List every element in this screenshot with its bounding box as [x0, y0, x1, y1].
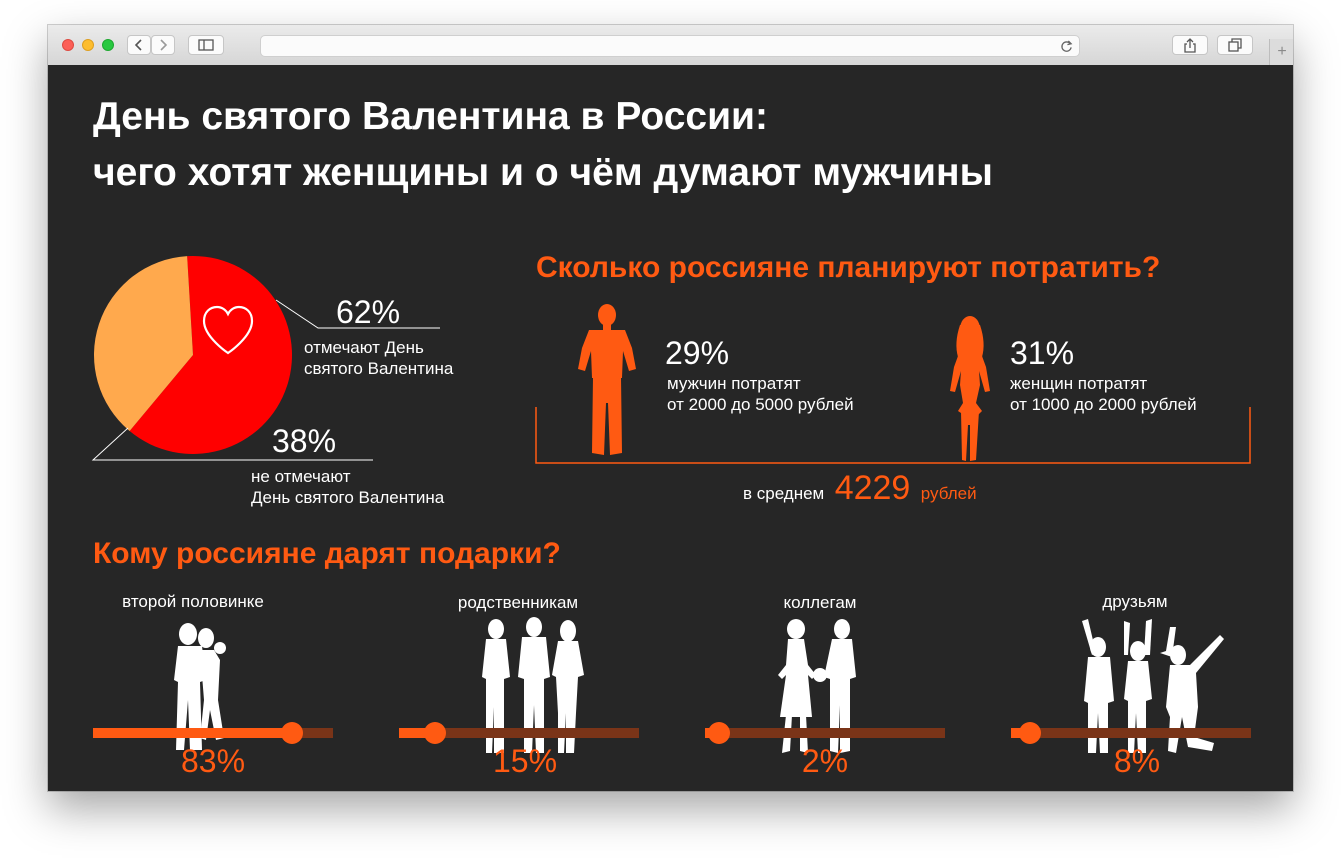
gift-percent-colleagues: 2% [801, 743, 849, 779]
browser-window: + День святого Валентина в России: чего … [48, 25, 1293, 791]
zoom-window-button[interactable] [102, 39, 114, 51]
gift-percent-friends: 8% [1113, 743, 1161, 779]
gift-label-relatives: родственникам [457, 593, 579, 612]
average-value: 4229 [834, 469, 911, 507]
gift-label-colleagues: коллегам [783, 593, 857, 612]
average-spend: в среднем 4229 рублей [743, 469, 977, 508]
spending-bracket [535, 407, 1251, 464]
gift-percent-relatives: 15% [492, 743, 558, 779]
celebrate-yes-line2: святого Валентина [304, 359, 454, 378]
title-line-2: чего хотят женщины и о чём думают мужчин… [93, 151, 993, 194]
gift-label-friends: друзьям [1102, 592, 1168, 611]
men-spend-line2: от 2000 до 5000 рублей [667, 395, 854, 414]
average-unit: рублей [920, 484, 977, 503]
spending-heading: Сколько россияне планируют потратить? [536, 251, 1161, 284]
forward-button[interactable] [151, 35, 175, 55]
celebrate-no-line1: не отмечают [251, 467, 351, 486]
colleagues-silhouette-icon [778, 619, 856, 753]
man-silhouette-icon [578, 304, 636, 455]
share-button[interactable] [1172, 35, 1208, 55]
gift-bar-fill [399, 728, 435, 738]
pie-slice-celebrate [129, 256, 292, 454]
women-spend-line2: от 1000 до 2000 рублей [1010, 395, 1197, 414]
tabs-overview-button[interactable] [1217, 35, 1253, 55]
gift-bar-relatives [399, 722, 639, 744]
reload-icon[interactable] [1060, 40, 1073, 53]
celebrate-yes-caption: отмечают День святого Валентина [304, 337, 453, 379]
men-spend-line1: мужчин потратят [667, 374, 801, 393]
leader-line-38 [91, 427, 373, 461]
gift-bar-fill [93, 728, 293, 738]
pie-slice-not-celebrate [94, 256, 193, 432]
women-spend-caption: женщин потратят от 1000 до 2000 рублей [1010, 373, 1197, 415]
women-spend-line1: женщин потратят [1010, 374, 1148, 393]
woman-silhouette-icon [950, 316, 990, 461]
celebrate-yes-percent: 62% [336, 294, 401, 330]
gifts-heading: Кому россияне дарят подарки? [93, 537, 561, 570]
minimize-window-button[interactable] [82, 39, 94, 51]
browser-toolbar: + [48, 25, 1293, 66]
average-prefix: в среднем [743, 484, 825, 503]
new-tab-button[interactable]: + [1269, 39, 1293, 65]
gift-bar-partner [93, 722, 333, 744]
page-title: День святого Валентина в России: чего хо… [93, 89, 993, 201]
women-spend-percent: 31% [1010, 335, 1075, 371]
gift-bar-colleagues [705, 722, 945, 744]
couple-silhouette-icon [174, 623, 226, 750]
celebrate-yes-line1: отмечают День [304, 338, 424, 357]
gift-bar-knob [424, 722, 446, 744]
back-button[interactable] [127, 35, 151, 55]
address-bar[interactable] [260, 35, 1080, 57]
gift-label-partner: второй половинке [122, 592, 264, 611]
close-window-button[interactable] [62, 39, 74, 51]
men-spend-percent: 29% [665, 335, 730, 371]
relatives-silhouette-icon [482, 617, 584, 753]
gift-bar-friends [1011, 722, 1251, 744]
celebrate-pie-chart [91, 256, 440, 461]
chevron-left-icon [134, 39, 142, 51]
heart-icon [202, 305, 254, 355]
gift-bar-knob [708, 722, 730, 744]
celebrate-no-percent: 38% [272, 423, 337, 459]
tabs-icon [1228, 38, 1242, 52]
gift-percent-partner: 83% [180, 743, 246, 779]
share-icon [1184, 37, 1196, 53]
gift-bar-knob [281, 722, 304, 744]
title-line-1: День святого Валентина в России: [93, 95, 769, 138]
infographic-page: День святого Валентина в России: чего хо… [48, 65, 1293, 791]
celebrate-no-caption: не отмечают День святого Валентина [251, 466, 444, 508]
men-spend-caption: мужчин потратят от 2000 до 5000 рублей [667, 373, 854, 415]
chevron-right-icon [160, 39, 168, 51]
sidebar-toggle-button[interactable] [188, 35, 224, 55]
gift-bar-knob [1019, 722, 1042, 744]
sidebar-icon [198, 39, 214, 51]
leader-line-62 [275, 299, 440, 329]
celebrate-no-line2: День святого Валентина [251, 488, 445, 507]
